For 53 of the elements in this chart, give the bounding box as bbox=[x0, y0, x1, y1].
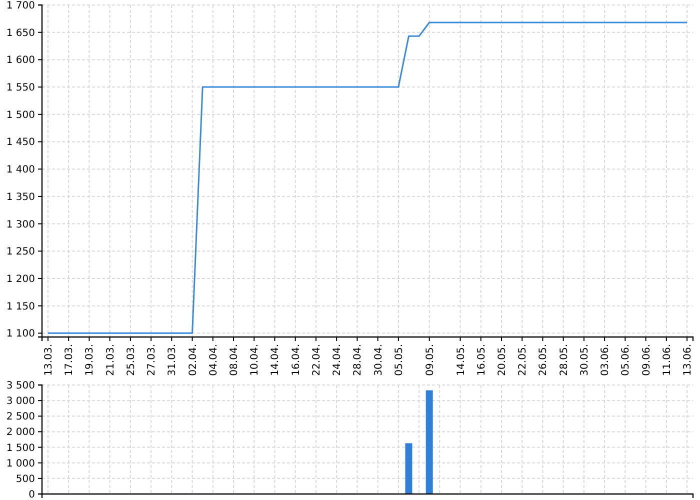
x-tick-label: 30.05. bbox=[579, 344, 590, 376]
x-tick-label: 28.05. bbox=[558, 344, 570, 376]
x-tick-label: 11.06. bbox=[662, 344, 673, 376]
x-tick-label: 22.05. bbox=[518, 344, 529, 376]
x-tick-label: 08.04. bbox=[229, 344, 240, 376]
x-tick-label: 05.05. bbox=[394, 344, 405, 376]
x-tick-label: 14.04. bbox=[270, 344, 282, 376]
x-tick-label: 09.06. bbox=[641, 344, 652, 376]
x-tick-label: 30.04. bbox=[373, 344, 384, 376]
x-tick-label: 24.04. bbox=[332, 344, 344, 376]
x-tick-label: 31.03. bbox=[167, 344, 178, 376]
x-tick-label: 27.03. bbox=[146, 344, 158, 376]
x-tick-label: 13.06. bbox=[682, 344, 694, 376]
y-tick-label: 2 500 bbox=[6, 412, 35, 423]
x-tick-label: 04.04. bbox=[208, 344, 220, 376]
x-tick-label: 19.03. bbox=[84, 344, 96, 376]
y-tick-label: 1 300 bbox=[6, 219, 35, 230]
y-tick-label: 1 450 bbox=[6, 137, 35, 148]
x-tick-label: 09.05. bbox=[424, 344, 436, 376]
x-tick-label: 28.04. bbox=[352, 344, 364, 376]
y-tick-label: 1 250 bbox=[6, 246, 35, 258]
x-tick-label: 16.04. bbox=[290, 344, 302, 376]
y-tick-label: 1 000 bbox=[6, 458, 35, 470]
y-tick-label: 1 100 bbox=[6, 328, 35, 340]
x-tick-label: 17.03. bbox=[64, 344, 76, 376]
y-tick-label: 500 bbox=[16, 474, 35, 485]
x-tick-label: 26.05. bbox=[538, 344, 550, 376]
line-series bbox=[47, 22, 688, 334]
x-tick-label: 21.03. bbox=[105, 344, 116, 376]
x-tick-label: 02.04. bbox=[188, 344, 199, 376]
y-tick-label: 2 000 bbox=[6, 427, 35, 438]
y-tick-label: 1 550 bbox=[6, 82, 35, 94]
y-tick-label: 0 bbox=[28, 490, 35, 500]
y-tick-label: 1 400 bbox=[6, 164, 35, 176]
x-tick-label: 10.04. bbox=[250, 344, 261, 376]
y-tick-label: 1 200 bbox=[6, 274, 35, 285]
y-tick-label: 1 600 bbox=[6, 55, 35, 66]
y-tick-label: 1 500 bbox=[6, 442, 35, 454]
x-tick-label: 20.05. bbox=[496, 344, 508, 376]
y-tick-label: 1 700 bbox=[6, 0, 35, 12]
x-tick-label: 05.06. bbox=[620, 344, 632, 376]
x-tick-label: 22.04. bbox=[311, 344, 322, 376]
y-tick-label: 1 650 bbox=[6, 28, 35, 39]
x-tick-label: 16.05. bbox=[476, 344, 488, 376]
x-tick-label: 14.05. bbox=[456, 344, 467, 376]
x-tick-label: 03.06. bbox=[600, 344, 612, 376]
x-tick-label: 13.03. bbox=[43, 344, 54, 376]
y-tick-label: 1 500 bbox=[6, 110, 35, 121]
y-tick-label: 1 350 bbox=[6, 192, 35, 203]
y-tick-label: 3 000 bbox=[6, 396, 35, 408]
y-tick-label: 1 150 bbox=[6, 301, 35, 312]
y-tick-label: 3 500 bbox=[6, 380, 35, 392]
x-tick-label: 25.03. bbox=[126, 344, 137, 376]
